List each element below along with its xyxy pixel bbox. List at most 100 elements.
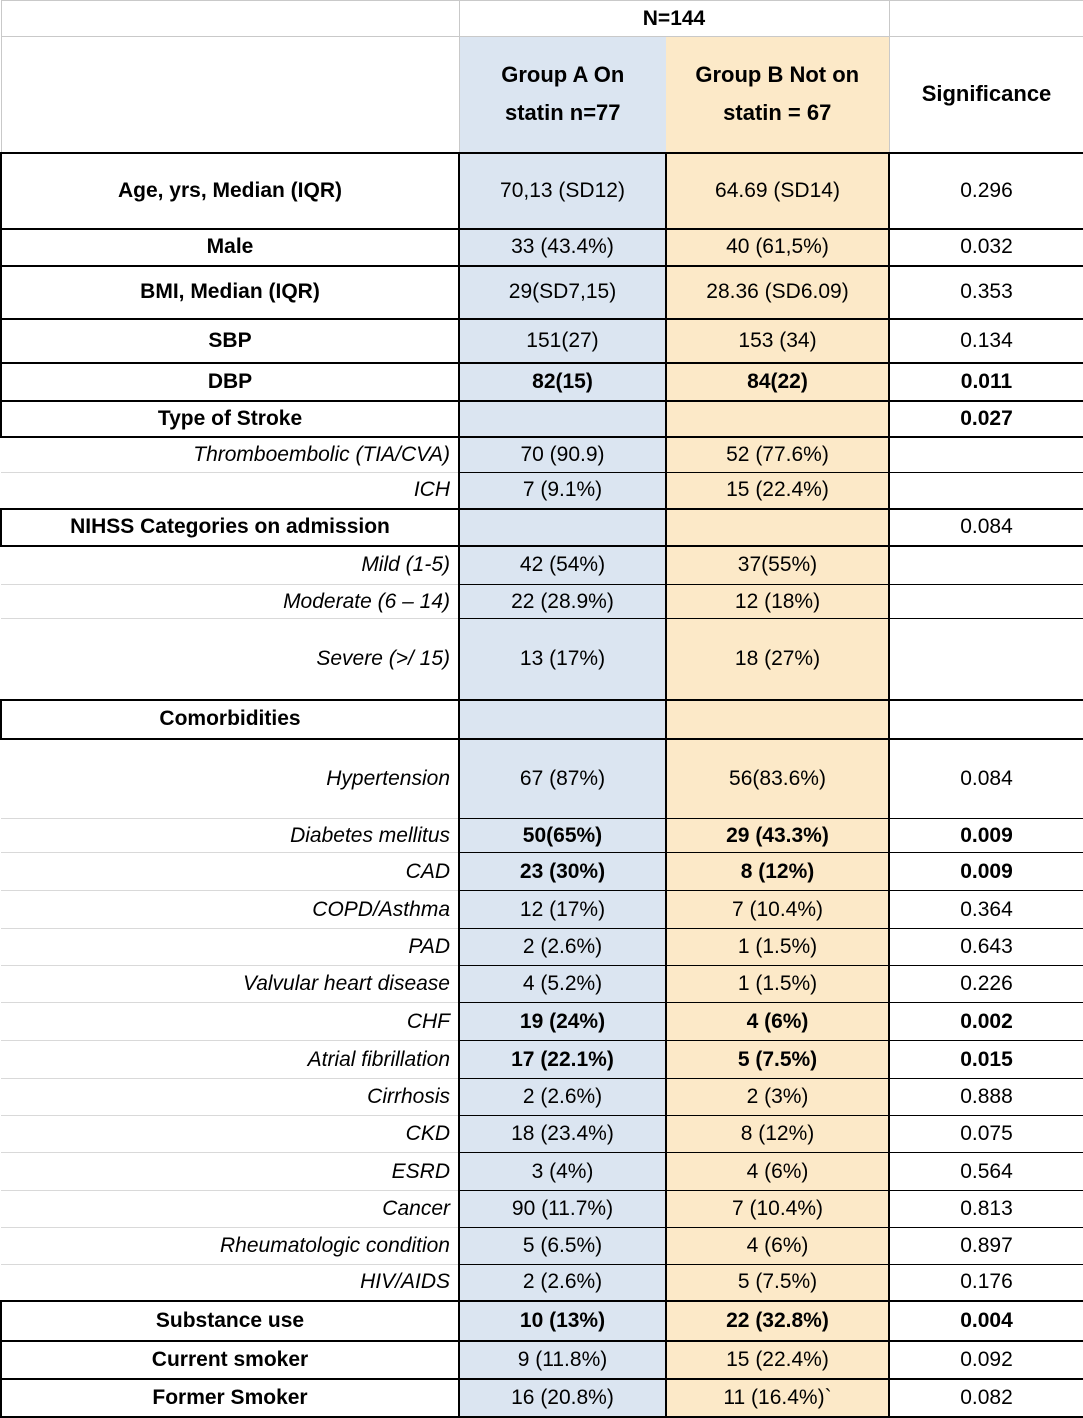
significance-cell: 0.134 (888, 317, 1083, 364)
row-label-cell: CHF (1, 1002, 460, 1041)
header-spacer-cell (0, 36, 460, 153)
significance-cell: 0.353 (888, 264, 1083, 320)
significance-cell: 0.564 (888, 1152, 1083, 1191)
table-row: CAD 23 (30%) 8 (12%) 0.009 (1, 852, 1083, 891)
row-label-cell: Diabetes mellitus (1, 818, 460, 853)
group-b-value-cell: 18 (27%) (665, 618, 890, 700)
row-label-cell: Severe (>/ 15) (1, 618, 460, 700)
row-label-cell: ICH (1, 472, 460, 509)
group-a-value-cell: 42 (54%) (458, 545, 667, 585)
table-row: Moderate (6 – 14) 22 (28.9%) 12 (18%) (1, 584, 1083, 619)
significance-cell: 0.009 (888, 818, 1083, 853)
row-label-cell: PAD (1, 928, 460, 966)
group-b-value-cell (665, 698, 890, 740)
table-row: BMI, Median (IQR) 29(SD7,15) 28.36 (SD6.09… (0, 264, 1083, 320)
table-row: CKD 18 (23.4%) 8 (12%) 0.075 (1, 1115, 1083, 1153)
group-a-value-cell: 70 (90.9) (458, 436, 667, 473)
row-label-cell: Cirrhosis (1, 1078, 460, 1116)
table-row: Hypertension 67 (87%) 56(83.6%) 0.084 (1, 738, 1083, 819)
significance-cell (888, 698, 1083, 740)
significance-cell: 0.084 (888, 507, 1083, 547)
group-b-value-cell: 52 (77.6%) (665, 436, 890, 473)
group-b-value-cell: 5 (7.5%) (665, 1040, 890, 1079)
group-a-value-cell (458, 507, 667, 547)
row-label-cell: Comorbidities (0, 698, 460, 740)
row-label-cell: Moderate (6 – 14) (1, 584, 460, 619)
group-a-value-cell: 5 (6.5%) (458, 1227, 667, 1265)
row-label-cell: BMI, Median (IQR) (0, 264, 460, 320)
significance-header-cell: Significance (888, 36, 1083, 153)
table-row: Cancer 90 (11.7%) 7 (10.4%) 0.813 (1, 1190, 1083, 1228)
table-row: HIV/AIDS 2 (2.6%) 5 (7.5%) 0.176 (1, 1264, 1083, 1301)
group-b-value-cell: 37(55%) (665, 545, 890, 585)
significance-cell (888, 472, 1083, 509)
row-label-cell: DBP (0, 361, 460, 402)
significance-cell: 0.897 (888, 1227, 1083, 1265)
row-label-cell: CKD (1, 1115, 460, 1153)
table-body: Age, yrs, Median (IQR) 70,13 (SD12) 64.69 … (0, 151, 1083, 1418)
row-label-cell: COPD/Asthma (1, 890, 460, 929)
column-header-row: Group A On statin n=77 Group B Not on st… (0, 36, 1083, 153)
row-label-cell: Type of Stroke (0, 399, 460, 438)
group-a-value-cell: 29(SD7,15) (458, 264, 667, 320)
group-b-value-cell: 153 (34) (665, 317, 890, 364)
table-row: SBP 151(27) 153 (34) 0.134 (0, 317, 1083, 364)
row-label-cell: Age, yrs, Median (IQR) (0, 151, 460, 230)
significance-cell (888, 545, 1083, 585)
group-a-value-cell: 50(65%) (458, 818, 667, 853)
table-row: Age, yrs, Median (IQR) 70,13 (SD12) 64.69 … (0, 151, 1083, 230)
group-a-header-cell: Group A On statin n=77 (458, 36, 666, 153)
table-row: Cirrhosis 2 (2.6%) 2 (3%) 0.888 (1, 1078, 1083, 1116)
row-label-cell: NIHSS Categories on admission (0, 507, 460, 547)
group-b-value-cell: 4 (6%) (665, 1002, 890, 1041)
row-label-cell: Mild (1-5) (1, 545, 460, 585)
group-a-value-cell (458, 399, 667, 438)
group-a-value-cell: 9 (11.8%) (458, 1339, 667, 1380)
significance-cell: 0.032 (888, 227, 1083, 267)
group-a-value-cell: 2 (2.6%) (458, 1078, 667, 1116)
header-spacer-cell (888, 0, 1083, 37)
group-b-value-cell: 56(83.6%) (665, 738, 890, 819)
significance-cell: 0.075 (888, 1115, 1083, 1153)
group-b-value-cell: 1 (1.5%) (665, 928, 890, 966)
significance-cell: 0.084 (888, 738, 1083, 819)
table-row: PAD 2 (2.6%) 1 (1.5%) 0.643 (1, 928, 1083, 966)
row-label-cell: Hypertension (1, 738, 460, 819)
table-row: Severe (>/ 15) 13 (17%) 18 (27%) (1, 618, 1083, 700)
row-label-cell: SBP (0, 317, 460, 364)
significance-cell: 0.643 (888, 928, 1083, 966)
table-row: Male 33 (43.4%) 40 (61,5%) 0.032 (0, 227, 1083, 267)
row-label-cell: Thromboembolic (TIA/CVA) (1, 436, 460, 473)
table-row: Diabetes mellitus 50(65%) 29 (43.3%) 0.009 (1, 818, 1083, 853)
table-row: Comorbidities (0, 698, 1083, 740)
group-a-value-cell: 23 (30%) (458, 852, 667, 891)
group-b-value-cell: 5 (7.5%) (665, 1264, 890, 1301)
group-b-value-cell (665, 507, 890, 547)
table-row: Current smoker 9 (11.8%) 15 (22.4%) 0.092 (0, 1339, 1083, 1380)
row-label-cell: HIV/AIDS (1, 1264, 460, 1301)
group-a-value-cell: 17 (22.1%) (458, 1040, 667, 1079)
group-b-value-cell: 40 (61,5%) (665, 227, 890, 267)
table-row: ICH 7 (9.1%) 15 (22.4%) (1, 472, 1083, 509)
row-label-cell: Former Smoker (0, 1377, 460, 1418)
total-n-cell: N=144 (458, 0, 890, 37)
group-b-header-cell: Group B Not on statin = 67 (665, 36, 890, 153)
group-b-value-cell: 11 (16.4%)` (665, 1377, 890, 1418)
table-row: Substance use 10 (13%) 22 (32.8%) 0.004 (0, 1299, 1083, 1342)
significance-cell: 0.015 (888, 1040, 1083, 1079)
row-label-cell: Substance use (0, 1299, 460, 1342)
group-b-value-cell: 4 (6%) (665, 1152, 890, 1191)
group-b-value-cell: 12 (18%) (665, 584, 890, 619)
group-b-value-cell: 15 (22.4%) (665, 1339, 890, 1380)
significance-cell: 0.813 (888, 1190, 1083, 1228)
significance-cell: 0.004 (888, 1299, 1083, 1342)
group-a-value-cell: 33 (43.4%) (458, 227, 667, 267)
group-b-value-cell: 7 (10.4%) (665, 890, 890, 929)
group-a-value-cell: 82(15) (458, 361, 667, 402)
group-a-value-cell: 3 (4%) (458, 1152, 667, 1191)
group-b-value-cell: 1 (1.5%) (665, 965, 890, 1003)
row-label-cell: Current smoker (0, 1339, 460, 1380)
table-row: Atrial fibrillation 17 (22.1%) 5 (7.5%) 0.0… (1, 1040, 1083, 1079)
header-spacer-cell (0, 0, 460, 37)
significance-cell: 0.226 (888, 965, 1083, 1003)
